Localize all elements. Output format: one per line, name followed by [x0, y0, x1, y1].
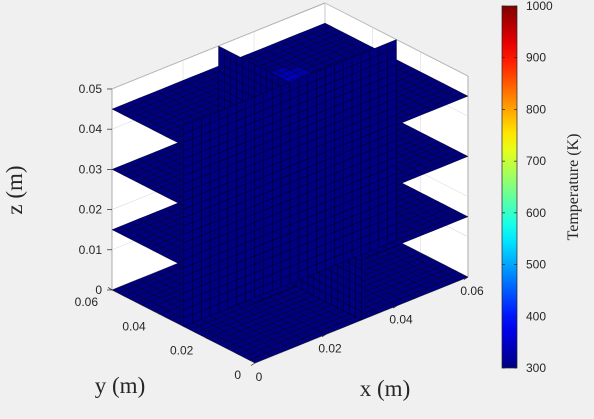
z-axis-label: z (m) — [2, 165, 27, 214]
z-tick-label: 0.03 — [79, 162, 103, 176]
x-tick-label: 0.06 — [460, 284, 484, 298]
slice-cell — [387, 39, 397, 52]
z-tick-label: 0.02 — [79, 203, 103, 217]
x-tick-label: 0.02 — [318, 341, 342, 355]
x-tick — [463, 276, 469, 280]
y-tick — [107, 287, 113, 291]
colorbar-tick-label: 1000 — [526, 0, 553, 13]
x-tick-label: 0 — [256, 370, 263, 384]
y-tick — [250, 360, 256, 364]
colorbar-tick-label: 900 — [526, 51, 546, 65]
colorbar: 300 400 500 600 700 800 900 1000 — [501, 0, 553, 375]
y-tick-label: 0 — [234, 368, 241, 382]
slice-y — [183, 39, 397, 327]
colorbar-tick-label: 600 — [526, 206, 546, 220]
y-tick-label: 0.06 — [75, 295, 99, 309]
colorbar-label: Temperature (K) — [565, 134, 582, 241]
x-tick — [392, 305, 398, 309]
tick-labels: 00.020.040.0600.020.040.0600.010.020.030… — [75, 82, 484, 384]
y-tick — [203, 335, 208, 339]
slices — [111, 22, 469, 364]
z-tick-label: 0 — [95, 283, 102, 297]
y-tick-label: 0.04 — [122, 319, 146, 333]
colorbar-gradient — [501, 5, 518, 369]
axis-ticks — [107, 88, 469, 366]
x-tick — [250, 362, 256, 366]
colorbar-tick-label: 800 — [526, 102, 546, 116]
y-axis-label: y (m) — [95, 373, 145, 398]
z-tick-label: 0.05 — [79, 82, 103, 96]
z-tick-label: 0.01 — [79, 243, 103, 257]
x-axis-label: x (m) — [360, 376, 410, 401]
slice-cell — [218, 45, 225, 58]
y-tick — [155, 311, 160, 315]
colorbar-tick-label: 400 — [526, 309, 546, 323]
colorbar-tick-label: 700 — [526, 154, 546, 168]
colorbar-tick-label: 300 — [526, 361, 546, 375]
x-tick — [321, 334, 327, 338]
slice-cell — [315, 22, 332, 30]
y-tick-label: 0.02 — [170, 344, 194, 358]
x-tick-label: 0.04 — [389, 313, 413, 327]
colorbar-tick-label: 500 — [526, 258, 546, 272]
z-tick-label: 0.04 — [79, 122, 103, 136]
